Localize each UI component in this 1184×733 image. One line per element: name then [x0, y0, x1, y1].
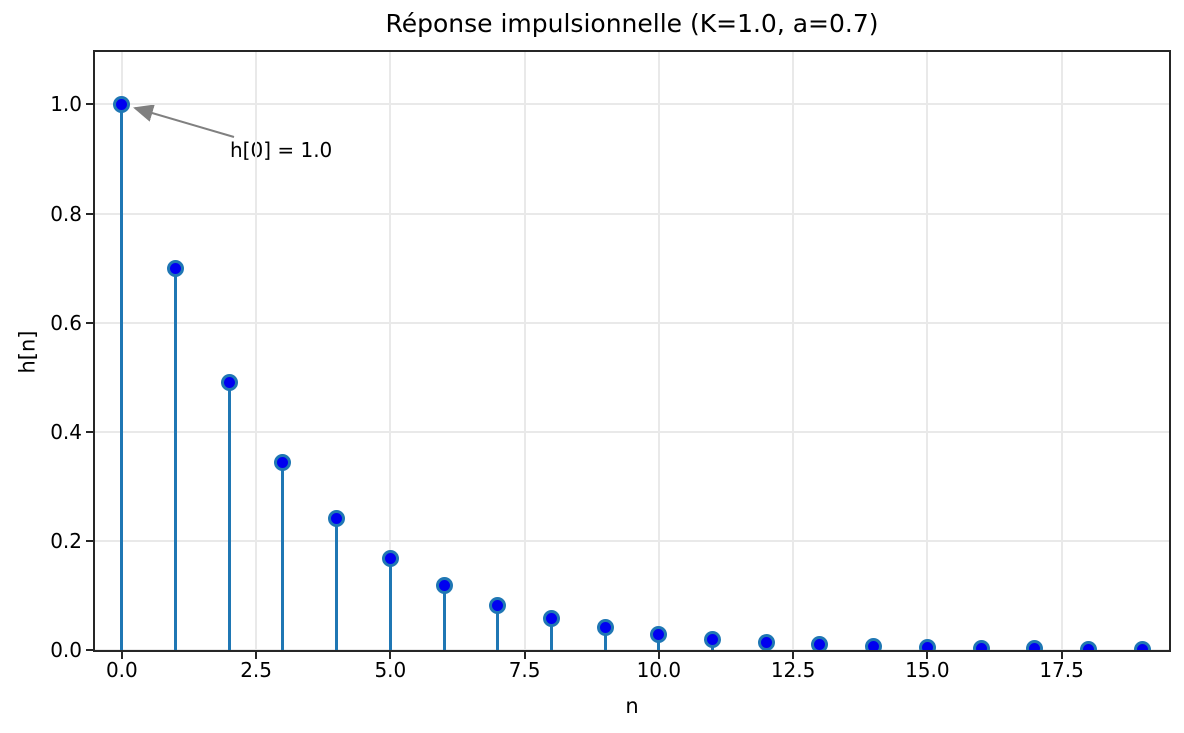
- data-point-marker: [274, 454, 292, 472]
- data-point-marker: [489, 596, 507, 614]
- data-point-marker: [972, 639, 990, 650]
- data-point-marker: [220, 374, 238, 392]
- data-point-marker: [1026, 640, 1044, 650]
- x-tick-mark: [255, 652, 258, 659]
- y-tick-label: 0.8: [50, 201, 82, 226]
- data-point-marker: [542, 610, 560, 628]
- x-tick-label: 7.5: [508, 658, 541, 682]
- stem-line: [603, 627, 607, 650]
- stem-line: [227, 382, 231, 650]
- y-tick-label: 0.0: [50, 638, 82, 662]
- y-tick-label: 1.0: [50, 92, 82, 117]
- grid-line-vertical: [1060, 52, 1063, 650]
- data-point-marker: [435, 577, 453, 595]
- data-point-marker: [704, 630, 722, 648]
- y-tick-label: 0.4: [50, 419, 82, 444]
- data-point-marker: [757, 633, 775, 650]
- stem-line: [120, 104, 124, 650]
- y-tick-mark: [86, 103, 93, 106]
- data-point-marker: [167, 259, 185, 277]
- grid-line-vertical: [389, 52, 392, 650]
- x-tick-label: 17.5: [1039, 658, 1084, 682]
- data-point-marker: [328, 510, 346, 528]
- stem-line: [496, 605, 500, 650]
- x-tick-label: 2.5: [240, 658, 272, 682]
- data-point-marker: [1133, 640, 1151, 650]
- x-tick-mark: [926, 652, 929, 659]
- grid-line-vertical: [926, 52, 929, 650]
- y-tick-label: 0.6: [50, 310, 82, 335]
- y-tick-label: 0.2: [50, 528, 82, 553]
- x-tick-label: 15.0: [905, 658, 950, 682]
- stem-line: [549, 618, 553, 650]
- grid-line-vertical: [523, 52, 526, 650]
- data-point-marker: [596, 619, 614, 637]
- x-tick-mark: [657, 652, 660, 659]
- data-point-marker: [381, 549, 399, 567]
- x-tick-mark: [1060, 652, 1063, 659]
- y-tick-mark: [86, 539, 93, 542]
- annotation-text: h[0] = 1.0: [230, 138, 333, 162]
- x-tick-label: 0.0: [105, 658, 138, 682]
- chart-title: Réponse impulsionnelle (K=1.0, a=0.7): [385, 9, 879, 38]
- plot-clip-region: h[0] = 1.0: [95, 52, 1169, 650]
- stem-line: [388, 558, 392, 650]
- grid-line-vertical: [792, 52, 795, 650]
- x-tick-mark: [120, 652, 123, 659]
- grid-line-horizontal: [95, 649, 1169, 650]
- grid-line-horizontal: [95, 103, 1169, 106]
- data-point-marker: [650, 626, 668, 644]
- x-tick-mark: [792, 652, 795, 659]
- x-tick-label: 12.5: [770, 658, 816, 682]
- plot-area: h[0] = 1.0 0.0 2.5 5.0 7.5 10.0 12.5 15.0 17.5 0…: [50, 50, 1171, 682]
- y-tick-mark: [86, 649, 93, 651]
- stem-line: [174, 268, 178, 650]
- stem-line: [442, 585, 446, 650]
- grid-line-horizontal: [95, 321, 1169, 324]
- x-tick-mark: [523, 652, 526, 659]
- data-point-marker: [1079, 640, 1097, 650]
- grid-line-horizontal: [95, 430, 1169, 433]
- x-tick-label: 10.0: [636, 658, 682, 682]
- y-tick-mark: [86, 212, 93, 215]
- grid-line-horizontal: [95, 212, 1169, 215]
- y-axis-label: h[n]: [15, 330, 40, 374]
- stem-line: [335, 518, 339, 650]
- x-tick-label: 5.0: [374, 658, 407, 682]
- stem-line: [281, 462, 285, 650]
- x-axis-label: n: [625, 694, 639, 718]
- grid-line-vertical: [657, 52, 660, 650]
- grid-line-horizontal: [95, 539, 1169, 542]
- data-point-marker: [865, 637, 883, 650]
- x-tick-mark: [389, 652, 392, 659]
- data-point-marker: [811, 636, 829, 650]
- grid-line-vertical: [255, 52, 258, 650]
- data-point-marker: [918, 638, 936, 650]
- y-tick-mark: [86, 321, 93, 324]
- y-tick-mark: [86, 430, 93, 433]
- data-point-marker: [113, 95, 131, 113]
